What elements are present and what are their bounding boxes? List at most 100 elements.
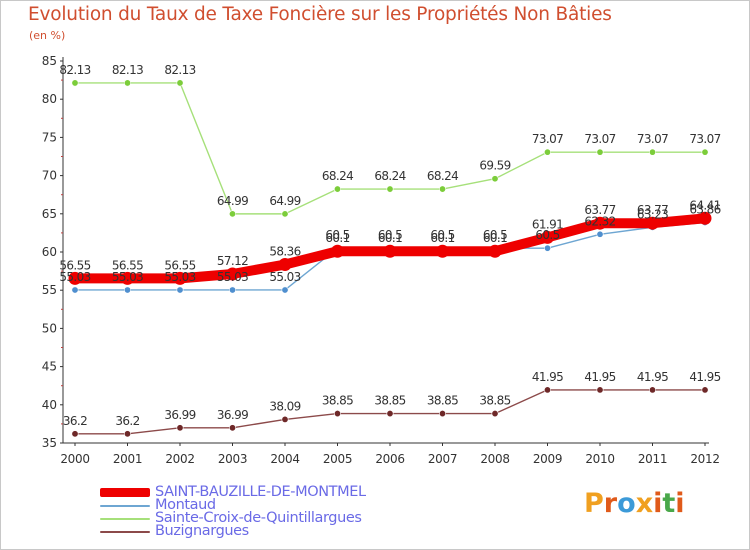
data-label: 41.95	[532, 370, 563, 384]
data-label: 55.03	[112, 270, 143, 284]
data-label: 55.03	[164, 270, 195, 284]
y-tick-label: 60	[42, 245, 57, 259]
data-label: 38.85	[427, 394, 458, 408]
data-label: 64.41	[689, 198, 720, 212]
data-label: 55.03	[59, 270, 90, 284]
data-label: 82.13	[59, 63, 90, 77]
data-point	[541, 230, 554, 244]
data-label: 36.2	[63, 414, 87, 428]
x-tick-label: 2001	[113, 452, 142, 466]
data-point	[543, 148, 551, 156]
data-point	[71, 286, 79, 294]
data-point	[71, 430, 79, 438]
data-label: 60.5	[325, 228, 349, 242]
data-point	[383, 244, 397, 258]
data-point	[543, 386, 551, 394]
data-point	[281, 286, 289, 294]
data-point	[68, 271, 82, 285]
data-label: 38.85	[374, 394, 405, 408]
data-label: 38.85	[479, 394, 510, 408]
data-point	[543, 244, 551, 252]
data-point	[593, 216, 607, 230]
data-label: 60.5	[535, 228, 559, 242]
data-label: 36.99	[164, 408, 195, 422]
data-label: 64.99	[217, 194, 248, 208]
data-point	[229, 210, 237, 218]
y-tick-label: 35	[42, 436, 57, 450]
data-label: 61.91	[532, 217, 563, 231]
x-tick-label: 2010	[585, 452, 614, 466]
y-tick-label: 85	[42, 54, 57, 68]
x-tick-label: 2009	[533, 452, 562, 466]
data-label: 63.86	[689, 203, 720, 217]
data-label: 69.59	[479, 159, 510, 173]
x-tick-label: 2002	[165, 452, 194, 466]
data-point	[436, 244, 449, 258]
data-label: 60.5	[430, 228, 454, 242]
logo-letter: i	[675, 488, 685, 519]
legend-swatch	[100, 488, 150, 497]
data-label: 60.1	[483, 231, 507, 245]
data-label: 73.07	[689, 132, 720, 146]
data-point	[281, 415, 289, 423]
data-label: 63.23	[637, 207, 668, 221]
x-tick-label: 2006	[375, 452, 404, 466]
data-point	[386, 185, 394, 193]
data-label: 82.13	[164, 63, 195, 77]
data-point	[229, 286, 237, 294]
data-point	[124, 79, 132, 87]
y-tick-label: 45	[42, 360, 57, 374]
data-label: 62.32	[584, 214, 615, 228]
data-label: 57.12	[217, 254, 248, 268]
data-point	[229, 424, 237, 432]
chart-title: Evolution du Taux de Taxe Foncière sur l…	[28, 4, 612, 25]
data-point	[596, 230, 604, 238]
series-line-2	[74, 82, 706, 215]
y-tick-label: 50	[42, 321, 57, 335]
data-point	[278, 258, 292, 272]
data-label: 64.99	[269, 194, 300, 208]
y-tick-label: 75	[42, 130, 57, 144]
data-point	[491, 410, 499, 418]
data-point	[648, 386, 656, 394]
data-label: 56.55	[164, 258, 195, 272]
logo-letter: r	[603, 488, 618, 519]
x-tick-label: 2008	[480, 452, 509, 466]
data-label: 73.07	[584, 132, 615, 146]
data-label: 55.03	[269, 270, 300, 284]
x-tick-label: 2003	[218, 452, 247, 466]
data-label: 41.95	[584, 370, 615, 384]
data-point	[71, 79, 79, 87]
data-point	[596, 386, 604, 394]
data-label: 56.55	[112, 258, 143, 272]
logo-letter: x	[635, 488, 654, 519]
y-tick-label: 70	[42, 169, 57, 183]
data-point	[698, 211, 712, 225]
proxiti-logo: Proxiti	[584, 488, 685, 519]
data-point	[121, 271, 134, 285]
y-tick-label: 55	[42, 283, 57, 297]
data-point	[386, 410, 394, 418]
data-point	[173, 271, 187, 285]
data-label: 55.03	[217, 270, 248, 284]
data-label: 41.95	[689, 370, 720, 384]
data-point	[226, 267, 239, 281]
x-tick-label: 2011	[638, 452, 667, 466]
data-label: 41.95	[637, 370, 668, 384]
legend-swatch	[100, 518, 150, 520]
data-label: 63.77	[584, 203, 615, 217]
y-tick-label: 65	[42, 207, 57, 221]
logo-letter: i	[653, 488, 663, 519]
data-label: 60.1	[325, 231, 349, 245]
data-label: 56.55	[59, 258, 90, 272]
data-point	[701, 386, 709, 394]
legend-label: Sainte-Croix-de-Quintillargues	[155, 510, 362, 526]
data-label: 60.1	[430, 231, 454, 245]
y-tick-label: 80	[42, 92, 57, 106]
legend-label: Buzignargues	[155, 523, 249, 539]
legend-label: SAINT-BAUZILLE-DE-MONTMEL	[155, 484, 366, 500]
data-point	[176, 424, 184, 432]
data-point	[438, 410, 446, 418]
chart-subtitle: (en %)	[29, 29, 66, 42]
